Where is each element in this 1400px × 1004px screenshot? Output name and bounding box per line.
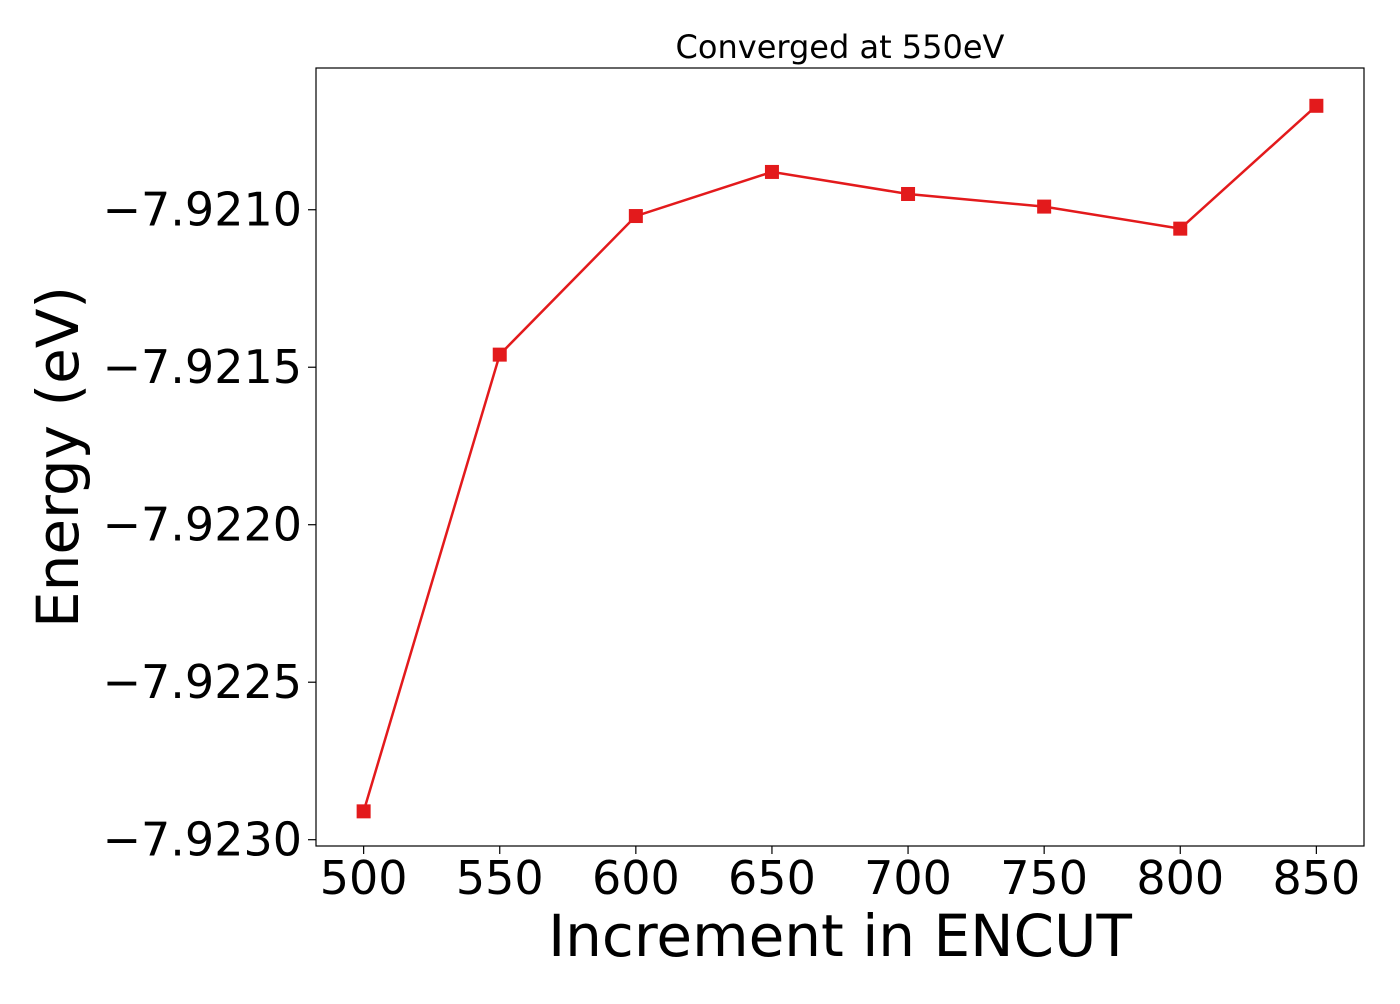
y-axis-title: Energy (eV) <box>24 286 92 628</box>
x-tick-label: 550 <box>456 851 544 905</box>
data-point <box>901 186 916 201</box>
x-tick-label: 600 <box>592 851 680 905</box>
x-tick-label: 800 <box>1136 851 1224 905</box>
plot-frame <box>315 67 1365 847</box>
data-point <box>628 209 643 224</box>
x-tick-label: 650 <box>728 851 816 905</box>
x-tick-label: 500 <box>320 851 408 905</box>
x-tick-label: 700 <box>864 851 952 905</box>
plot-area: 500 550 600 650 700 750 800 850 −7.9230 −7.9225 −7… <box>103 67 1365 905</box>
data-point <box>1309 98 1324 113</box>
data-point <box>492 347 507 362</box>
y-tick-label: −7.9230 <box>103 813 303 867</box>
y-tick-label: −7.9215 <box>103 340 303 394</box>
data-point <box>356 804 371 819</box>
y-tick-label: −7.9225 <box>103 655 303 709</box>
y-tick-label: −7.9220 <box>103 498 303 552</box>
y-tick-label: −7.9210 <box>103 183 303 237</box>
data-point <box>1037 199 1052 214</box>
series-line <box>362 104 1318 812</box>
x-axis-title: Increment in ENCUT <box>548 902 1132 970</box>
data-point <box>764 164 779 179</box>
chart-title: Converged at 550eV <box>676 28 1005 66</box>
data-point <box>1173 221 1188 236</box>
x-tick-label: 750 <box>1000 851 1088 905</box>
x-tick-label: 850 <box>1272 851 1360 905</box>
